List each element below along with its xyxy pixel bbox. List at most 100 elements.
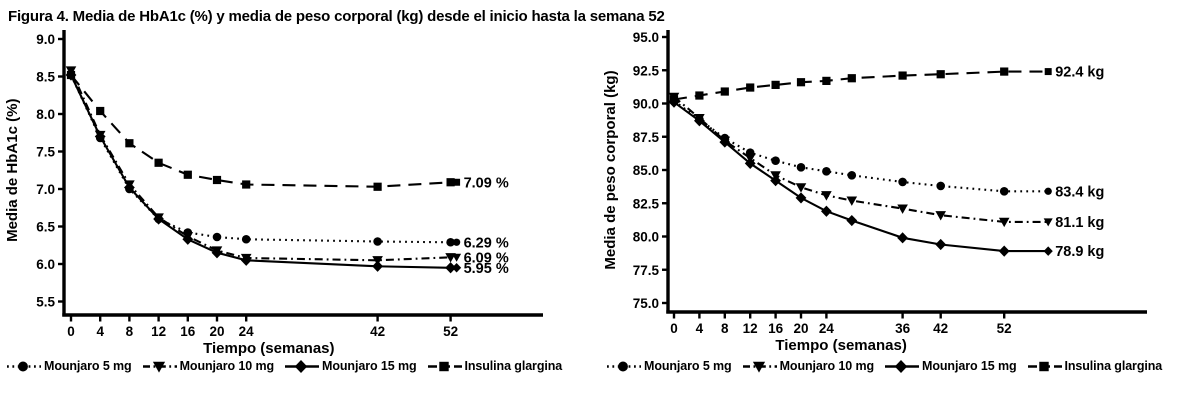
circle-marker: [241, 234, 251, 244]
diamond-marker: [897, 232, 908, 244]
square-end-marker: [453, 178, 461, 186]
legend-item-mounjaro-10-mg: Mounjaro 10 mg: [742, 358, 875, 374]
x-tick-label: 20: [209, 324, 224, 339]
square-end-marker: [1044, 68, 1052, 76]
x-tick-label: 12: [743, 321, 758, 336]
legend-label: Mounjaro 5 mg: [44, 359, 132, 373]
triangle-marker: [897, 204, 908, 214]
legend-item-mounjaro-5-mg: Mounjaro 5 mg: [607, 358, 732, 374]
square-marker: [898, 71, 907, 80]
legend-label: Mounjaro 10 mg: [779, 359, 875, 373]
series-line-insulina-glargina: [70, 74, 457, 188]
triangle-icon: [152, 361, 165, 373]
y-tick-label: 77.5: [633, 263, 660, 278]
x-axis-ticks: 0 4 8 12 16 20 24 42 52: [67, 316, 458, 339]
end-label-mounjaro-10-mg: 81.1 kg: [1055, 215, 1104, 231]
triangle-marker: [821, 191, 832, 201]
diamond-icon: [894, 360, 908, 373]
end-label-mounjaro-15-mg: 5.95 %: [464, 261, 509, 277]
series-mounjaro-5-mg: 6.29 %: [66, 70, 509, 251]
end-label-mounjaro-5-mg: 83.4 kg: [1055, 184, 1104, 200]
hba1c-chart-panel: 9.0 8.5 8.0 7.5 7.0 6.5 6.0 5.5 0 4 8 12 16 20 24 42 52 T…: [0, 25, 600, 374]
legend-item-mounjaro-5-mg: Mounjaro 5 mg: [7, 358, 132, 374]
square-marker: [847, 74, 856, 83]
legend-item-mounjaro-15-mg: Mounjaro 15 mg: [885, 358, 1017, 374]
square-marker: [746, 83, 755, 92]
diamond-end-marker: [1043, 246, 1053, 256]
charts-row: 9.0 8.5 8.0 7.5 7.0 6.5 6.0 5.5 0 4 8 12 16 20 24 42 52 T…: [0, 25, 1200, 374]
circle-marker: [936, 181, 945, 191]
circle-marker: [796, 163, 806, 172]
diamond-icon: [294, 360, 308, 373]
y-tick-label: 95.0: [633, 30, 659, 45]
square-marker: [242, 180, 251, 189]
triangle-marker: [935, 211, 946, 221]
square-marker: [183, 170, 192, 179]
legend-item-mounjaro-15-mg: Mounjaro 15 mg: [285, 358, 417, 374]
circle-marker: [446, 237, 455, 247]
square-marker: [669, 95, 679, 104]
series-mounjaro-10-mg: 81.1 kg: [668, 92, 1104, 231]
x-tick-label: 52: [997, 321, 1012, 336]
end-label-insulina-glargina: 92.4 kg: [1055, 65, 1104, 81]
hba1c-legend: Mounjaro 5 mg Mounjaro 10 mg Mounjaro 15 m…: [7, 358, 600, 374]
circle-marker: [771, 156, 780, 165]
triangle-legend-swatch: [142, 361, 177, 373]
circle-marker: [847, 171, 857, 180]
legend-label: Mounjaro 10 mg: [179, 359, 275, 373]
square-icon: [1038, 361, 1049, 372]
triangle-end-marker: [1043, 218, 1053, 227]
x-tick-label: 4: [696, 321, 704, 336]
diamond-marker: [240, 254, 252, 266]
x-tick-label: 42: [370, 324, 385, 339]
diamond-marker: [821, 205, 832, 217]
diamond-marker: [94, 130, 106, 143]
y-tick-label: 85.0: [633, 163, 659, 178]
triangle-icon: [752, 361, 765, 373]
series-line-mounjaro-15-mg: [673, 101, 1049, 253]
series-mounjaro-10-mg: 6.09 %: [65, 66, 509, 266]
triangle-legend-swatch: [742, 361, 777, 373]
legend-label: Mounjaro 15 mg: [322, 359, 417, 373]
diamond-marker: [124, 181, 135, 194]
x-tick-label: 24: [239, 324, 255, 339]
square-marker: [1000, 67, 1009, 76]
y-tick-label: 5.5: [36, 295, 55, 310]
diamond-marker: [211, 247, 223, 259]
weight-chart-panel: 95.0 92.5 90.0 87.5 85.0 82.5 80.0 77.5 75.0 0 4 8 1…: [600, 25, 1200, 374]
y-tick-label: 92.5: [633, 63, 660, 78]
circle-legend-swatch: [607, 361, 641, 372]
square-marker: [720, 87, 729, 96]
square-marker: [796, 78, 806, 87]
triangle-marker: [998, 217, 1010, 228]
diamond-marker: [770, 175, 781, 187]
circle-marker: [822, 167, 831, 176]
series-line-mounjaro-5-mg: [70, 74, 457, 244]
y-axis-title: Media de peso corporal (kg): [602, 70, 619, 269]
y-tick-label: 7.0: [36, 182, 55, 197]
circle-icon: [18, 361, 28, 372]
y-tick-label: 6.5: [36, 220, 55, 235]
legend-label: Insulina glargina: [1064, 359, 1163, 373]
figure-title: Figura 4. Media de HbA1c (%) y media de …: [8, 8, 665, 25]
triangle-end-marker: [452, 253, 462, 262]
square-marker: [212, 175, 222, 185]
diamond-marker: [744, 157, 756, 169]
diamond-end-marker: [452, 262, 462, 273]
x-tick-label: 4: [96, 324, 104, 339]
end-label-mounjaro-15-mg: 78.9 kg: [1055, 244, 1104, 260]
square-marker: [373, 182, 382, 191]
end-label-mounjaro-5-mg: 6.29 %: [464, 235, 509, 251]
x-axis-title: Tiempo (semanas): [775, 337, 906, 354]
y-axis-title: Media de HbA1c (%): [4, 99, 21, 242]
y-tick-label: 80.0: [633, 230, 659, 245]
square-marker: [125, 139, 134, 148]
square-icon: [438, 361, 449, 372]
x-tick-label: 16: [180, 324, 196, 339]
y-axis-ticks: 9.0 8.5 8.0 7.5 7.0 6.5 6.0 5.5: [36, 32, 64, 310]
diamond-marker: [935, 238, 947, 251]
y-tick-label: 9.0: [36, 32, 55, 47]
diamond-marker: [153, 213, 164, 225]
diamond-legend-swatch: [885, 360, 920, 373]
x-axis-title: Tiempo (semanas): [203, 340, 334, 357]
